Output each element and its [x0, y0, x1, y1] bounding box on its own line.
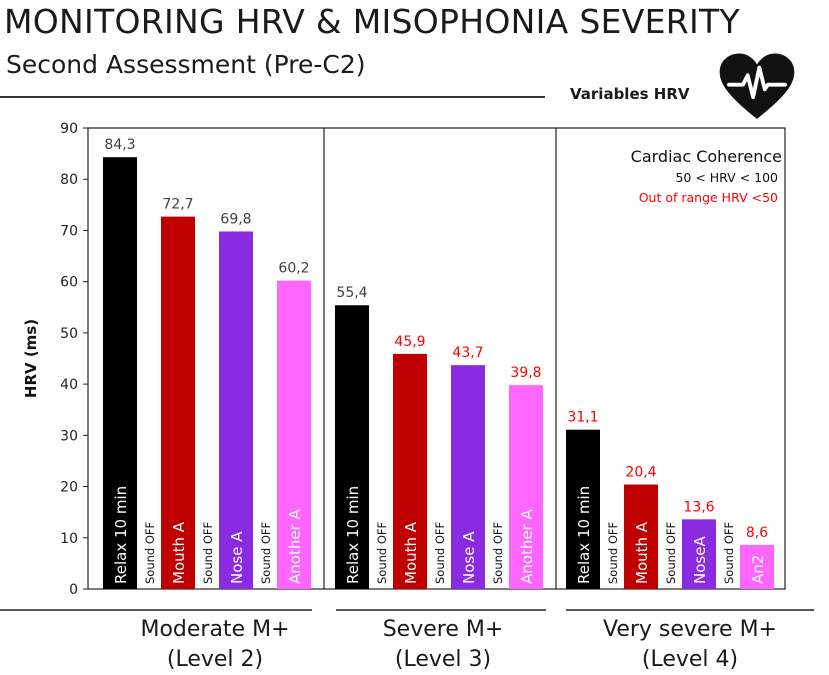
bar-name-label: Another A: [518, 509, 536, 584]
legend-out-of-range: Out of range HRV <50: [639, 190, 778, 205]
bar-mouth: [161, 216, 195, 589]
bar-value-label: 84,3: [104, 137, 135, 153]
group-label: Very severe M+ (Level 4): [580, 615, 800, 675]
group-level-label: (Level 4): [641, 647, 739, 672]
bar-nose: [451, 365, 485, 589]
bar-name-label: Mouth A: [402, 521, 420, 584]
chart-subtitle: Second Assessment (Pre-C2): [6, 50, 366, 79]
y-tick-label: 90: [60, 121, 78, 137]
sound-off-label: Sound OFF: [606, 522, 620, 584]
y-axis-label: HRV (ms): [22, 319, 40, 398]
group-label: Severe M+ (Level 3): [333, 615, 553, 675]
bar-value-label: 13,6: [683, 499, 714, 515]
bar-relax: [566, 429, 600, 589]
bar-mouth: [624, 484, 658, 589]
group-severity-label: Severe M+: [382, 617, 504, 642]
bar-relax: [103, 157, 137, 590]
sound-off-label: Sound OFF: [664, 522, 678, 584]
bar-value-label: 43,7: [452, 345, 483, 361]
y-tick-label: 60: [60, 275, 78, 291]
bar-value-label: 60,2: [278, 261, 309, 277]
bar-name-label: Mouth A: [170, 521, 188, 584]
bar-value-label: 72,7: [162, 197, 193, 213]
y-tick-label: 10: [60, 531, 78, 547]
sound-off-label: Sound OFF: [491, 522, 505, 584]
bar-value-label: 39,8: [510, 365, 541, 381]
bar-name-label: Mouth A: [633, 521, 651, 584]
bar-another: [277, 280, 311, 589]
sound-off-label: Sound OFF: [722, 522, 736, 584]
bar-name-label: Relax 10 min: [112, 486, 130, 584]
y-tick-label: 70: [60, 223, 78, 239]
y-tick-label: 20: [60, 480, 78, 496]
y-tick-label: 40: [60, 377, 78, 393]
group-severity-label: Very severe M+: [603, 617, 777, 642]
group-label: Moderate M+ (Level 2): [105, 615, 325, 675]
bar-name-label: Another A: [286, 509, 304, 584]
plot-frame: [87, 127, 786, 590]
bar-another: [509, 385, 543, 589]
bar-value-label: 20,4: [625, 465, 656, 481]
bar-name-label: Nose A: [460, 531, 478, 584]
bar-name-label: An2: [749, 555, 767, 584]
variables-label: Variables HRV: [570, 85, 690, 103]
bar-name-label: Relax 10 min: [344, 486, 362, 584]
y-tick-label: 80: [60, 172, 78, 188]
bar-another: [740, 544, 774, 589]
sound-off-label: Sound OFF: [375, 522, 389, 584]
bar-nose: [682, 519, 716, 589]
bar-value-label: 8,6: [746, 525, 768, 541]
y-tick-label: 0: [69, 582, 78, 598]
y-tick-label: 30: [60, 428, 78, 444]
legend-title: Cardiac Coherence: [631, 147, 782, 166]
sound-off-label: Sound OFF: [259, 522, 273, 584]
y-tick-label: 50: [60, 326, 78, 342]
chart-title: MONITORING HRV & MISOPHONIA SEVERITY: [4, 2, 740, 41]
bar-name-label: Nose A: [228, 531, 246, 584]
sound-off-label: Sound OFF: [143, 522, 157, 584]
bar-value-label: 45,9: [394, 334, 425, 350]
bar-nose: [219, 231, 253, 590]
legend-range: 50 < HRV < 100: [675, 170, 778, 185]
bar-name-label: Relax 10 min: [575, 486, 593, 584]
sound-off-label: Sound OFF: [433, 522, 447, 584]
bar-value-label: 55,4: [336, 285, 367, 301]
sound-off-label: Sound OFF: [201, 522, 215, 584]
group-severity-label: Moderate M+: [140, 617, 290, 642]
bar-name-label: NoseA: [691, 536, 709, 584]
bar-value-label: 69,8: [220, 211, 251, 227]
title-divider: [0, 96, 545, 98]
group-level-label: (Level 2): [166, 647, 264, 672]
bar-relax: [335, 305, 369, 589]
bar-value-label: 31,1: [567, 410, 598, 426]
bar-mouth: [393, 353, 427, 589]
group-level-label: (Level 3): [394, 647, 492, 672]
heart-pulse-icon: [719, 53, 795, 119]
